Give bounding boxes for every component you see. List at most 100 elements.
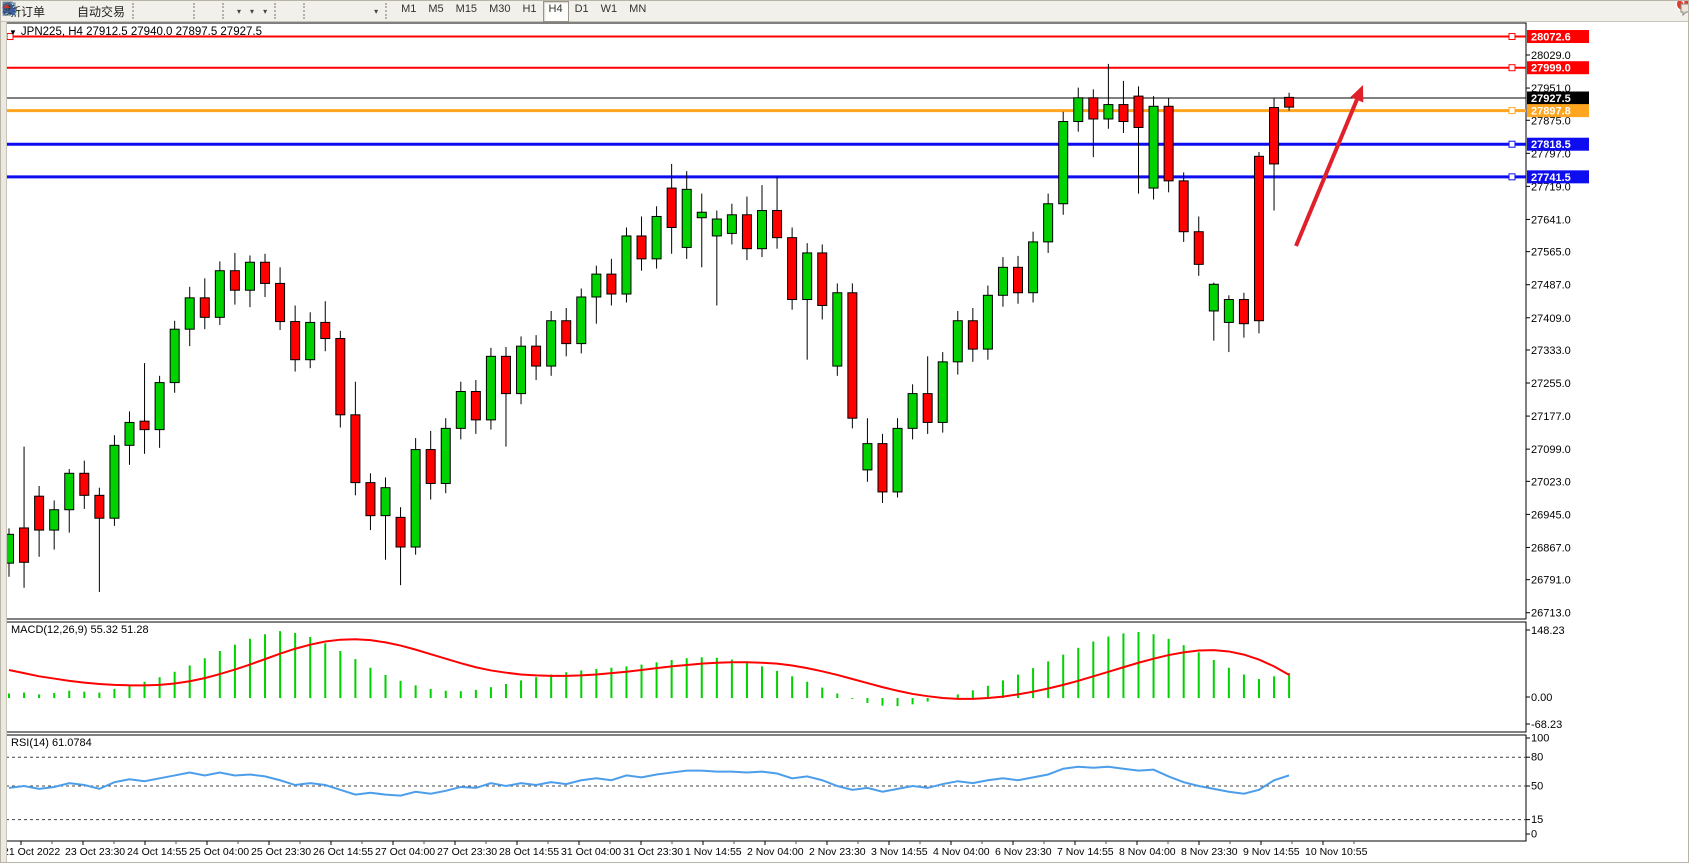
crosshair-button[interactable] — [2, 1, 300, 23]
candle — [244, 261, 255, 291]
candle — [1028, 241, 1039, 294]
chart-window-button[interactable] — [2, 1, 57, 23]
line-handle[interactable] — [1508, 140, 1516, 148]
timeframe-m15[interactable]: M15 — [455, 2, 478, 15]
channel-button[interactable]: E — [2, 1, 345, 23]
timeframe-h1[interactable]: H1 — [522, 2, 537, 15]
panel-splitter[interactable] — [6, 619, 1526, 622]
rsi-axis-label: 80 — [1531, 752, 1543, 764]
candle — [395, 516, 406, 548]
periods-button[interactable]: ▾ — [3, 1, 258, 23]
price-tick-label: 27565.0 — [1531, 247, 1571, 259]
chat-button[interactable]: 1 — [1675, 1, 1688, 23]
timeframe-m1[interactable]: M1 — [401, 2, 417, 15]
candle — [711, 218, 722, 237]
candle — [561, 320, 572, 345]
news-button[interactable] — [2, 1, 73, 23]
timeframe-mn[interactable]: MN — [629, 2, 647, 15]
trendline-button[interactable] — [3, 1, 337, 23]
candle — [651, 215, 662, 260]
rsi-panel[interactable] — [5, 734, 1527, 842]
community-button[interactable] — [2, 1, 65, 23]
chevron-down-icon[interactable]: ▾ — [237, 6, 242, 16]
candle — [1163, 105, 1174, 182]
candle — [681, 188, 692, 248]
candle — [1058, 121, 1069, 205]
time-tick-label: 8 Nov 04:00 — [1119, 846, 1176, 858]
chevron-down-icon[interactable]: ▾ — [374, 6, 379, 16]
candle — [862, 443, 873, 471]
macd-axis-label: 0.00 — [1531, 692, 1552, 704]
indicators-button[interactable]: ▾ — [2, 1, 245, 23]
line-handle[interactable] — [1508, 64, 1516, 72]
price-tick-label: 27099.0 — [1531, 444, 1571, 456]
main-chart-panel[interactable] — [5, 22, 1527, 620]
time-tick-label: 1 Nov 14:55 — [685, 846, 742, 858]
candle — [1088, 97, 1099, 120]
chart-title: ▼ JPN225, H4 27912.5 27940.0 27897.5 279… — [9, 26, 262, 38]
text-label-button[interactable]: T — [2, 1, 369, 23]
candle — [109, 444, 120, 519]
auto-scroll-button[interactable] — [4, 1, 211, 23]
candle — [787, 237, 798, 301]
zoom-in-button[interactable] — [2, 1, 174, 23]
tile-windows-button[interactable] — [3, 1, 190, 23]
templates-button[interactable]: ▾ — [2, 1, 271, 23]
candle — [666, 187, 677, 228]
candle — [621, 235, 632, 295]
up-trend-arrow[interactable] — [1294, 85, 1364, 247]
symbol-dropdown-icon[interactable]: ▼ — [9, 27, 17, 37]
price-tick-label: 26867.0 — [1531, 542, 1571, 554]
arrows-button[interactable]: ▾ — [2, 1, 382, 23]
cursor-button[interactable] — [6, 1, 292, 23]
time-tick-label: 3 Nov 14:55 — [871, 846, 928, 858]
chevron-down-icon[interactable]: ▾ — [263, 6, 268, 16]
candle — [531, 345, 542, 367]
panel-splitter[interactable] — [6, 732, 1526, 735]
fibonacci-button[interactable]: F — [3, 1, 353, 23]
candle — [772, 210, 783, 239]
candle — [636, 235, 647, 260]
candle — [19, 527, 30, 563]
candle — [410, 449, 421, 548]
time-tick-label: 25 Oct 04:00 — [189, 846, 249, 858]
price-tick-label: 27333.0 — [1531, 345, 1571, 357]
candle — [1133, 95, 1144, 128]
time-tick-label: 2 Nov 04:00 — [747, 846, 804, 858]
timeframe-h4[interactable]: H4 — [542, 1, 569, 22]
candle — [1223, 299, 1234, 323]
zoom-out-button[interactable] — [2, 1, 182, 23]
search-button[interactable] — [2, 1, 1674, 23]
line-handle[interactable] — [1508, 107, 1516, 115]
chart-shift-button[interactable] — [4, 1, 219, 23]
candle — [997, 266, 1008, 296]
horizontal-line-button[interactable] — [3, 1, 329, 23]
macd-axis-label: 148.23 — [1531, 625, 1565, 637]
toolbar-right-group: 1 — [2, 1, 1688, 23]
timeframe-m5[interactable]: M5 — [428, 2, 444, 15]
candle — [64, 472, 75, 511]
text-button[interactable]: A — [5, 1, 361, 23]
bar-chart-button[interactable] — [2, 1, 150, 23]
candle — [34, 495, 45, 531]
price-tick-label: 26713.0 — [1531, 608, 1571, 620]
timeframe-d1[interactable]: D1 — [574, 2, 589, 15]
candlesticks[interactable] — [4, 63, 1295, 592]
chevron-down-icon[interactable]: ▾ — [250, 6, 255, 16]
candle — [1118, 104, 1129, 123]
line-chart-button[interactable] — [2, 1, 166, 23]
timeframe-w1[interactable]: W1 — [600, 2, 618, 15]
vertical-line-button[interactable] — [8, 1, 321, 23]
rsi-series — [6, 756, 1526, 821]
macd-panel[interactable] — [5, 621, 1527, 733]
autotrading-button[interactable]: 自动交易 — [3, 1, 129, 23]
candle — [696, 211, 707, 219]
line-handle[interactable] — [1508, 33, 1516, 41]
line-handle[interactable] — [6, 33, 14, 41]
timeframe-m30[interactable]: M30 — [489, 2, 511, 15]
candle-chart-button[interactable] — [3, 1, 158, 23]
candle — [470, 390, 481, 421]
line-handle[interactable] — [1508, 173, 1516, 181]
